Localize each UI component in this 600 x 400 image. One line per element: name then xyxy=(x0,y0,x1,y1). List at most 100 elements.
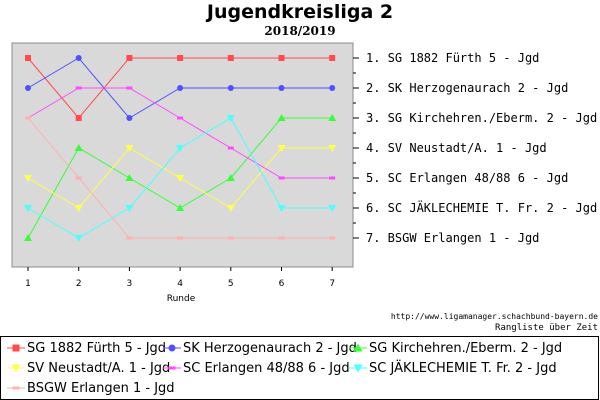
legend-label: SG 1882 Fürth 5 - Jgd xyxy=(27,340,167,356)
data-point xyxy=(353,343,363,352)
data-point xyxy=(125,174,134,181)
data-point xyxy=(353,364,363,373)
data-point xyxy=(74,144,83,151)
series-group xyxy=(24,55,337,242)
data-point xyxy=(24,205,32,212)
data-point xyxy=(75,86,82,90)
series-line xyxy=(24,114,337,241)
data-point xyxy=(24,234,32,241)
rank-label: 1. SG 1882 Fürth 5 - Jgd xyxy=(366,51,539,65)
rank-axis xyxy=(353,57,359,239)
legend-item: SC Erlangen 48/88 6 - Jgd xyxy=(163,359,350,377)
data-point xyxy=(329,55,336,61)
data-point xyxy=(278,85,285,91)
data-point xyxy=(226,205,235,212)
data-point xyxy=(329,236,336,240)
legend-swatch xyxy=(7,344,25,352)
legend: SG 1882 Fürth 5 - Jgd SK Herzogenaurach 2… xyxy=(0,336,599,400)
rank-labels: 1. SG 1882 Fürth 5 - Jgd 2. SK Herzogenau… xyxy=(366,51,597,245)
rank-label: 6. SC JÄKLECHEMIE T. Fr. 2 - Jgd xyxy=(366,200,597,215)
legend-label: BSGW Erlangen 1 - Jgd xyxy=(27,380,175,396)
x-axis: 1 2 3 4 5 6 7 xyxy=(25,267,335,289)
data-point xyxy=(25,85,31,91)
source-url: http://www.ligamanager.schachbund-bayern… xyxy=(390,312,598,321)
data-point xyxy=(177,236,184,240)
series-line xyxy=(25,116,336,240)
data-point xyxy=(277,205,286,212)
series-line xyxy=(25,55,336,121)
data-point xyxy=(168,366,176,370)
legend-item: SG 1882 Fürth 5 - Jgd xyxy=(7,339,166,357)
legend-label: SK Herzogenaurach 2 - Jgd xyxy=(183,340,357,356)
rank-label: 2. SK Herzogenaurach 2 - Jgd xyxy=(366,81,568,95)
x-tick-label: 4 xyxy=(177,279,183,289)
data-point xyxy=(227,236,234,240)
legend-item: SC JÄKLECHEMIE T. Fr. 2 - Jgd xyxy=(349,359,557,377)
data-point xyxy=(75,176,82,180)
data-point xyxy=(176,175,185,182)
data-point xyxy=(126,115,133,121)
data-point xyxy=(11,364,21,373)
legend-swatch xyxy=(7,386,25,390)
data-point xyxy=(278,236,285,240)
legend-label: SG Kirchehren./Eberm. 2 - Jgd xyxy=(369,340,563,356)
chart-caption: Rangliste über Zeit xyxy=(495,323,598,333)
data-point xyxy=(12,344,20,352)
data-point xyxy=(226,115,235,122)
data-point xyxy=(176,204,185,211)
series-line xyxy=(24,145,337,212)
series-line xyxy=(25,55,336,121)
data-point xyxy=(168,344,176,352)
legend-label: SC Erlangen 48/88 6 - Jgd xyxy=(183,360,350,376)
series-line xyxy=(24,115,337,242)
data-point xyxy=(126,55,133,61)
x-tick-label: 7 xyxy=(329,279,335,289)
data-point xyxy=(74,205,83,212)
legend-item: SG Kirchehren./Eberm. 2 - Jgd xyxy=(349,339,562,357)
data-point xyxy=(328,145,337,152)
x-tick-label: 3 xyxy=(127,279,133,289)
data-point xyxy=(226,174,235,181)
rank-label: 5. SC Erlangen 48/88 6 - Jgd xyxy=(366,171,568,185)
data-point xyxy=(25,55,31,61)
data-point xyxy=(329,85,336,91)
data-point xyxy=(277,145,286,152)
data-point xyxy=(177,55,184,61)
x-tick-label: 6 xyxy=(279,279,285,289)
data-point xyxy=(74,235,83,242)
x-tick-label: 2 xyxy=(76,279,82,289)
data-point xyxy=(25,116,31,120)
legend-label: SV Neustadt/A. 1 - Jgd xyxy=(27,360,171,376)
legend-item: BSGW Erlangen 1 - Jgd xyxy=(7,379,175,397)
data-point xyxy=(75,55,82,61)
x-axis-title: Runde xyxy=(167,294,196,304)
rank-label: 4. SV Neustadt/A. 1 - Jgd xyxy=(366,141,547,155)
rank-label: 7. BSGW Erlangen 1 - Jgd xyxy=(366,231,539,245)
rank-label: 3. SG Kirchehren./Eberm. 2 - Jgd xyxy=(366,111,597,125)
legend-swatch xyxy=(163,344,181,352)
data-point xyxy=(278,176,285,180)
plot-area xyxy=(11,42,354,268)
data-point xyxy=(24,175,32,182)
data-point xyxy=(278,55,285,61)
data-point xyxy=(227,146,234,150)
legend-item: SV Neustadt/A. 1 - Jgd xyxy=(7,359,170,377)
x-tick-label: 5 xyxy=(228,279,234,289)
data-point xyxy=(328,205,337,212)
legend-swatch xyxy=(349,343,367,352)
data-point xyxy=(12,386,20,390)
data-point xyxy=(277,114,286,121)
legend-swatch xyxy=(349,364,367,373)
data-point xyxy=(328,114,337,121)
data-point xyxy=(126,86,133,90)
legend-swatch xyxy=(163,366,181,370)
x-tick-label: 1 xyxy=(25,279,31,289)
data-point xyxy=(125,145,134,152)
legend-swatch xyxy=(7,364,25,373)
data-point xyxy=(125,205,134,212)
chart-subtitle: 2018/2019 xyxy=(264,24,336,38)
data-point xyxy=(75,115,82,121)
data-point xyxy=(177,116,184,120)
legend-item: SK Herzogenaurach 2 - Jgd xyxy=(163,339,357,357)
